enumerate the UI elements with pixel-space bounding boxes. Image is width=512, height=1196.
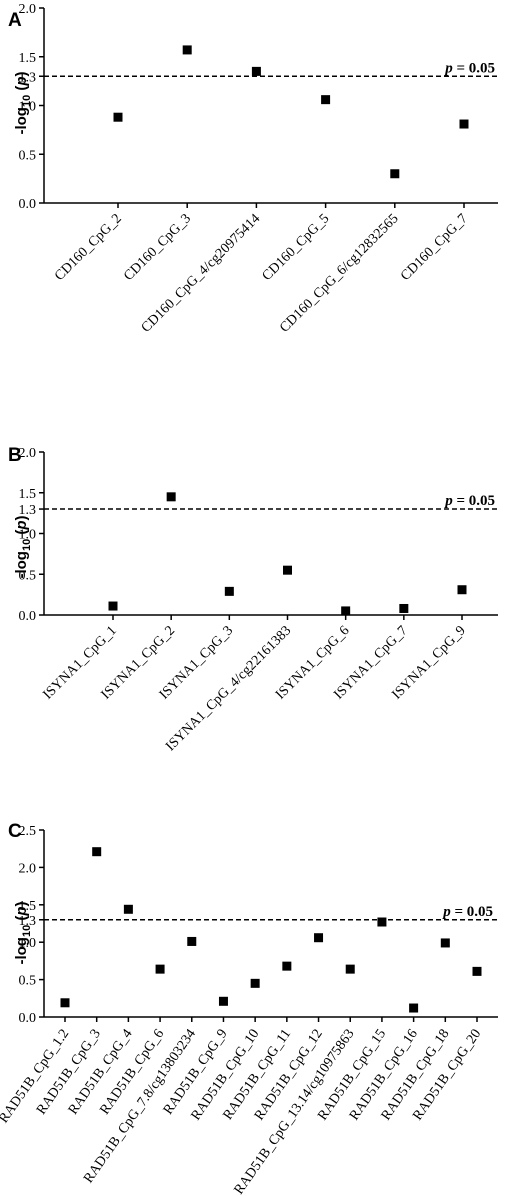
y-tick-label: 2.5 xyxy=(19,824,37,839)
data-point xyxy=(113,112,123,122)
panel-label: C xyxy=(8,821,22,842)
y-axis-title: -log10 (p) xyxy=(13,515,33,578)
data-point xyxy=(282,961,292,971)
x-tick-label: CD160_CpG_3 xyxy=(121,211,194,284)
threshold-label: p = 0.05 xyxy=(443,60,495,76)
data-point xyxy=(60,998,70,1008)
data-point xyxy=(390,169,400,179)
y-tick-label: 2.0 xyxy=(19,861,37,876)
y-tick-label: 2.0 xyxy=(19,2,37,17)
data-point xyxy=(283,565,292,575)
y-tick-label: 0.5 xyxy=(19,568,37,583)
y-tick-label: 1.0 xyxy=(19,100,37,115)
y-tick-label: 1.5 xyxy=(19,51,37,66)
panel-c: C -log10 (p) 0.0 0.5 1.0 1.31.5 2.0 2.5 p = 0.05… xyxy=(0,821,498,1196)
data-point xyxy=(399,603,409,613)
y-tick-label: 0.5 xyxy=(19,974,37,989)
y-axis-title: -log10 (p) xyxy=(13,71,33,134)
data-point xyxy=(341,606,351,616)
y-tick-label: 0.0 xyxy=(19,197,37,212)
x-tick-label: CD160_CpG_7 xyxy=(398,211,471,284)
data-point xyxy=(457,585,467,595)
x-tick-label: CD160_CpG_2 xyxy=(52,211,125,284)
data-point xyxy=(321,95,331,105)
data-point xyxy=(250,978,260,988)
data-point xyxy=(123,904,133,914)
threshold-label: p = 0.05 xyxy=(441,904,493,920)
data-point xyxy=(166,492,176,502)
data-point xyxy=(314,933,324,943)
x-tick-label: ISYNA1_CpG_4/cg22161383 xyxy=(163,623,294,754)
data-point xyxy=(218,996,228,1006)
data-point xyxy=(182,45,192,55)
data-point xyxy=(251,66,261,76)
y-tick-label: 1.3 xyxy=(19,503,37,518)
data-point xyxy=(459,119,469,129)
y-tick-label: 1.3 xyxy=(19,70,37,85)
data-point xyxy=(155,964,165,974)
y-tick-label: 1.0 xyxy=(19,528,37,543)
y-tick-label: 1.5 xyxy=(19,487,37,502)
x-tick-label: CD160_CpG_4/cg20975414 xyxy=(139,211,263,335)
x-tick-label: CD160_CpG_6/cg12832565 xyxy=(277,211,401,335)
data-point xyxy=(472,966,482,976)
y-tick-label: 1.3 xyxy=(19,914,37,929)
threshold-label: p = 0.05 xyxy=(443,493,495,509)
y-tick-label: 2.0 xyxy=(19,446,37,461)
data-point xyxy=(377,917,387,927)
data-point xyxy=(224,586,234,596)
panel-b: B -log10 (p) 0.0 0.5 1.0 1.31.5 2.0 p = 0.05 ISY… xyxy=(8,445,498,754)
data-point xyxy=(345,964,355,974)
panel-a: A -log10 (p) 0.0 0.5 1.0 1.3 1.5 2.0 p = 0.05 CD1… xyxy=(8,2,498,336)
data-point xyxy=(187,936,197,946)
y-axis-title: -log10 (p) xyxy=(13,901,33,964)
x-tick-label: CD160_CpG_5 xyxy=(260,211,333,284)
y-tick-label: 1.5 xyxy=(19,899,37,914)
data-point xyxy=(409,1003,419,1013)
y-tick-label: 0.5 xyxy=(19,148,37,163)
y-tick-label: 0.0 xyxy=(19,1011,37,1026)
y-tick-label: 1.0 xyxy=(19,936,37,951)
y-tick-label: 0.0 xyxy=(19,609,37,624)
panel-label: B xyxy=(8,445,22,466)
data-point xyxy=(108,601,118,611)
panel-label: A xyxy=(8,10,22,31)
data-point xyxy=(92,847,102,857)
data-point xyxy=(440,938,450,948)
